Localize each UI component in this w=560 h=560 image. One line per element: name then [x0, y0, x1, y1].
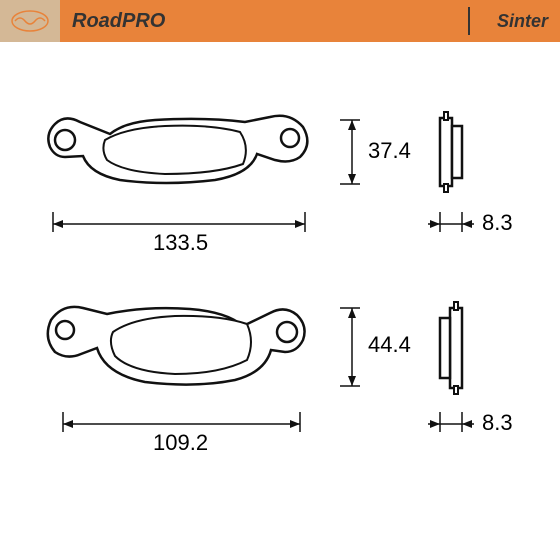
brand-logo	[0, 0, 60, 42]
pad2-thickness-label: 8.3	[482, 410, 513, 435]
header-divider	[468, 7, 470, 35]
pad2-width-label: 109.2	[153, 430, 208, 455]
diagram-area: 37.4 133.5 8.3	[0, 42, 560, 532]
pad2-diagram: 44.4 109.2 8.3	[20, 282, 540, 492]
pad1-height-label: 37.4	[368, 138, 411, 163]
title-bar: RoadPRO Sinter	[60, 0, 560, 42]
pad1-thickness-label: 8.3	[482, 210, 513, 235]
pad1-width-label: 133.5	[153, 230, 208, 255]
pad1-diagram: 37.4 133.5 8.3	[20, 82, 540, 282]
pad2-height-label: 44.4	[368, 332, 411, 357]
product-name: RoadPRO	[72, 10, 165, 33]
header-bar: RoadPRO Sinter	[0, 0, 560, 42]
product-type: Sinter	[497, 11, 548, 32]
